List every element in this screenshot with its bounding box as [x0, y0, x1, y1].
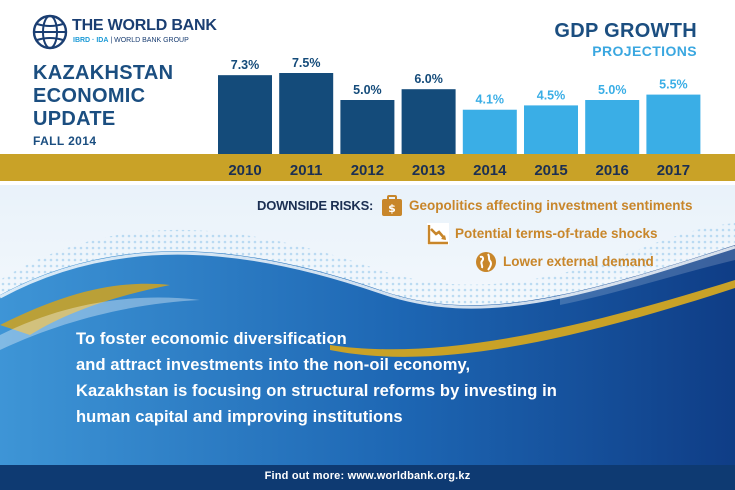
bar-2014 [462, 109, 517, 154]
x-tick-label-2015: 2015 [534, 162, 567, 179]
logo-subline-group: | WORLD BANK GROUP [110, 37, 189, 44]
world-bank-logo: THE WORLD BANK IBRD · IDA | WORLD BANK G… [32, 14, 232, 54]
footer-link-text[interactable]: Find out more: www.worldbank.org.kz [264, 470, 471, 482]
background-wave-art [0, 185, 735, 465]
body-line: human capital and improving institutions [76, 408, 403, 426]
globe-icon [476, 252, 496, 272]
globe-logo-icon [32, 14, 68, 50]
bar-2016 [585, 100, 640, 154]
x-tick-label-2010: 2010 [228, 162, 261, 179]
report-title-line: KAZAKHSTAN [33, 62, 174, 84]
risk-item-text: Lower external demand [503, 254, 654, 269]
report-title-line: UPDATE [33, 108, 116, 130]
x-tick-label-2017: 2017 [657, 162, 690, 179]
declining-chart-icon [427, 223, 449, 245]
x-tick-label-2011: 2011 [290, 162, 323, 179]
data-label-2010: 7.3% [231, 58, 260, 72]
downside-risks-label: DOWNSIDE RISKS: [257, 198, 374, 213]
body-paragraph: To foster economic diversification and a… [76, 326, 676, 430]
x-axis-band [0, 154, 735, 181]
risk-item-text: Geopolitics affecting investment sentime… [409, 198, 693, 213]
bar-2011 [279, 73, 334, 154]
bar-2013 [401, 89, 456, 154]
data-label-2014: 4.1% [476, 93, 505, 107]
svg-text:$: $ [388, 202, 396, 215]
report-edition: FALL 2014 [33, 134, 97, 148]
gdp-growth-chart: 7.3% 2010 7.5% 2011 5.0% 2012 6.0% 2013 4.1% 2014… [218, 56, 701, 179]
data-label-2011: 7.5% [292, 56, 321, 70]
x-tick-label-2014: 2014 [473, 162, 507, 179]
bar-2017 [646, 94, 701, 154]
x-tick-label-2012: 2012 [351, 162, 384, 179]
body-line: Kazakhstan is focusing on structural ref… [76, 382, 557, 400]
x-tick-label-2016: 2016 [596, 162, 629, 179]
chart-subtitle: PROJECTIONS [592, 43, 697, 59]
logo-subline: IBRD · IDA | WORLD BANK GROUP [73, 37, 189, 44]
body-line: To foster economic diversification [76, 330, 347, 348]
body-line: and attract investments into the non-oil… [76, 356, 471, 374]
risk-item-text: Potential terms-of-trade shocks [455, 226, 658, 241]
bar-2010 [218, 75, 272, 154]
footer-bar: Find out more: www.worldbank.org.kz [0, 465, 735, 490]
data-label-2017: 5.5% [659, 78, 688, 92]
report-title-line: ECONOMIC [33, 85, 146, 107]
x-tick-label-2013: 2013 [412, 162, 445, 179]
bar-2012 [340, 100, 395, 154]
data-label-2013: 6.0% [414, 72, 443, 86]
data-label-2012: 5.0% [353, 83, 382, 97]
bar-2015 [524, 105, 578, 154]
chart-title: GDP GROWTH [554, 20, 697, 42]
data-label-2016: 5.0% [598, 83, 627, 97]
logo-subline-ibrd-ida: IBRD · IDA [73, 37, 109, 44]
logo-wordmark: THE WORLD BANK [72, 17, 217, 34]
report-title: KAZAKHSTAN ECONOMIC UPDATE [33, 62, 203, 131]
money-bag-icon: $ [382, 195, 402, 216]
data-label-2015: 4.5% [537, 88, 566, 102]
